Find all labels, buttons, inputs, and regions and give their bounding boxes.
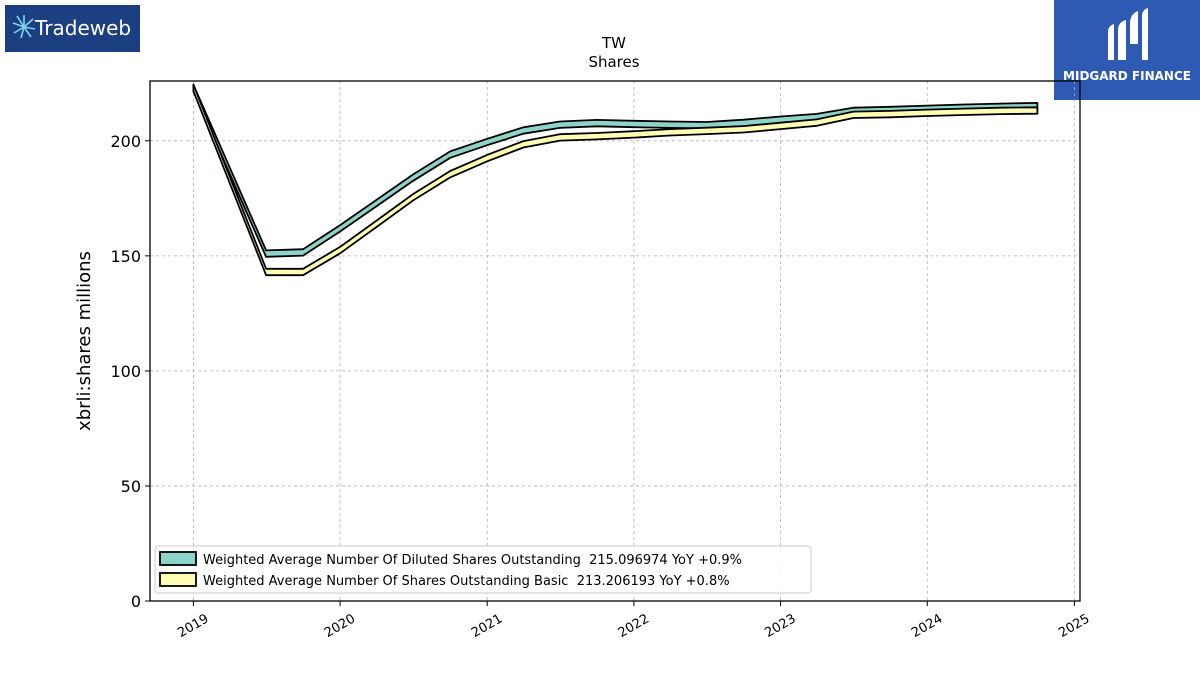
data-point	[486, 141, 488, 143]
data-point	[486, 157, 488, 159]
plot-frame	[149, 80, 1081, 602]
y-tick-label: 50	[121, 477, 141, 496]
data-point	[265, 271, 267, 273]
y-tick-label: 100	[110, 362, 141, 381]
tradeweb-logo: Tradeweb	[5, 5, 140, 52]
data-point	[816, 122, 818, 124]
series-ribbon-basic	[192, 83, 1039, 277]
legend-label-diluted: Weighted Average Number Of Diluted Share…	[203, 553, 742, 568]
data-point	[302, 271, 304, 273]
y-tick-label: 200	[110, 132, 141, 151]
data-point	[633, 134, 635, 136]
x-tick-label: 2025	[1056, 611, 1092, 641]
data-point	[816, 116, 818, 118]
series-layer	[192, 83, 1039, 277]
midgard-finance-logo: MIDGARD FINANCE	[1054, 0, 1200, 100]
data-point	[449, 154, 451, 156]
data-point	[926, 112, 928, 114]
data-point	[780, 125, 782, 127]
data-point	[412, 177, 414, 179]
data-point	[963, 111, 965, 113]
data-point	[339, 249, 341, 251]
y-axis-label: xbrli:shares millions	[74, 251, 95, 431]
x-tick-label: 2022	[616, 611, 652, 641]
legend-swatch-basic	[159, 572, 197, 587]
starburst-icon	[12, 15, 36, 39]
data-point	[376, 202, 378, 204]
data-point	[376, 223, 378, 225]
midgard-mark-icon	[1108, 8, 1148, 60]
legend-swatch-diluted	[159, 551, 197, 566]
chart-subtitle: Shares	[588, 53, 639, 71]
data-point	[890, 113, 892, 115]
data-point	[853, 114, 855, 116]
data-point	[596, 135, 598, 137]
data-point	[559, 137, 561, 139]
chart-title: TW	[601, 34, 626, 52]
data-point	[339, 227, 341, 229]
x-tick-label: 2019	[175, 611, 211, 641]
grid	[150, 81, 1080, 601]
data-point	[1037, 110, 1039, 112]
data-point	[1000, 110, 1002, 112]
x-tick-label: 2021	[469, 611, 505, 641]
data-point	[706, 130, 708, 132]
x-tick-label: 2020	[322, 611, 358, 641]
data-point	[302, 252, 304, 254]
x-tick-label: 2024	[909, 611, 945, 641]
data-point	[669, 132, 671, 134]
tradeweb-logo-text: Tradeweb	[35, 16, 132, 40]
data-point	[193, 87, 195, 89]
data-point	[596, 122, 598, 124]
y-tick-label: 150	[110, 247, 141, 266]
data-point	[523, 130, 525, 132]
data-point	[669, 124, 671, 126]
data-point	[633, 123, 635, 125]
legend: Weighted Average Number Of Diluted Share…	[154, 545, 812, 594]
data-point	[743, 129, 745, 131]
data-point	[706, 124, 708, 126]
midgard-finance-logo-text: MIDGARD FINANCE	[1063, 69, 1191, 83]
data-point	[559, 124, 561, 126]
data-point	[780, 119, 782, 121]
data-point	[449, 173, 451, 175]
data-point	[412, 196, 414, 198]
data-point	[743, 122, 745, 124]
data-point	[265, 253, 267, 255]
legend-box	[154, 545, 812, 594]
y-tick-label: 0	[131, 592, 141, 611]
data-point	[523, 143, 525, 145]
legend-label-basic: Weighted Average Number Of Shares Outsta…	[203, 574, 730, 589]
x-tick-label: 2023	[762, 611, 798, 641]
